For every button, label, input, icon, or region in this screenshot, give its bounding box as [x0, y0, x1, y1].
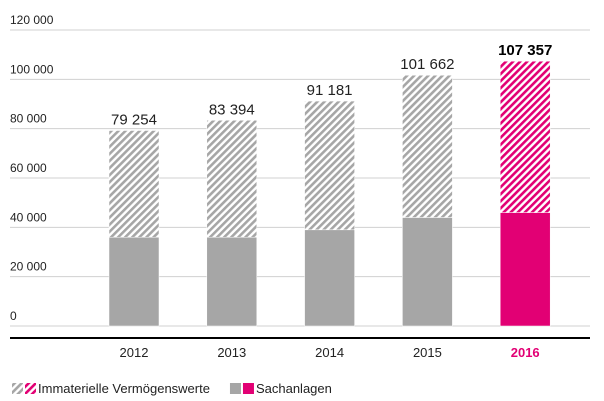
bar-segment — [108, 236, 160, 327]
legend-label: Immaterielle Vermögenswerte — [38, 381, 210, 396]
total-label: 101 662 — [400, 56, 454, 73]
y-tick-label: 0 — [10, 309, 17, 323]
legend-swatch — [12, 383, 23, 394]
total-label: 107 357 — [498, 42, 552, 59]
x-tick-label: 2016 — [511, 345, 540, 360]
bar-segment — [402, 217, 453, 327]
x-tick-label: 2015 — [413, 345, 442, 360]
legend-swatch — [242, 383, 254, 394]
bar-segment — [304, 100, 355, 231]
legend-label: Sachanlagen — [256, 381, 332, 396]
x-tick-label: 2012 — [120, 345, 149, 360]
bar-segment — [206, 120, 258, 238]
total-label: 79 254 — [111, 112, 157, 129]
legend-swatch — [229, 383, 241, 394]
bar-segment — [499, 212, 551, 327]
x-tick-label: 2013 — [217, 345, 246, 360]
legend-swatch — [25, 383, 36, 394]
y-tick-label: 40 000 — [10, 210, 47, 224]
x-tick-label: 2014 — [315, 345, 344, 360]
y-tick-label: 120 000 — [10, 13, 54, 27]
y-tick-label: 60 000 — [10, 161, 47, 175]
bar-segment — [499, 60, 551, 213]
bar-segment — [108, 130, 160, 238]
bar-segment — [206, 236, 258, 327]
y-tick-label: 100 000 — [10, 62, 54, 76]
total-label: 91 181 — [307, 82, 353, 99]
bar-segment — [402, 74, 453, 218]
y-tick-label: 20 000 — [10, 260, 47, 274]
total-label: 83 394 — [209, 101, 255, 118]
y-tick-label: 80 000 — [10, 112, 47, 126]
bar-segment — [304, 229, 355, 327]
